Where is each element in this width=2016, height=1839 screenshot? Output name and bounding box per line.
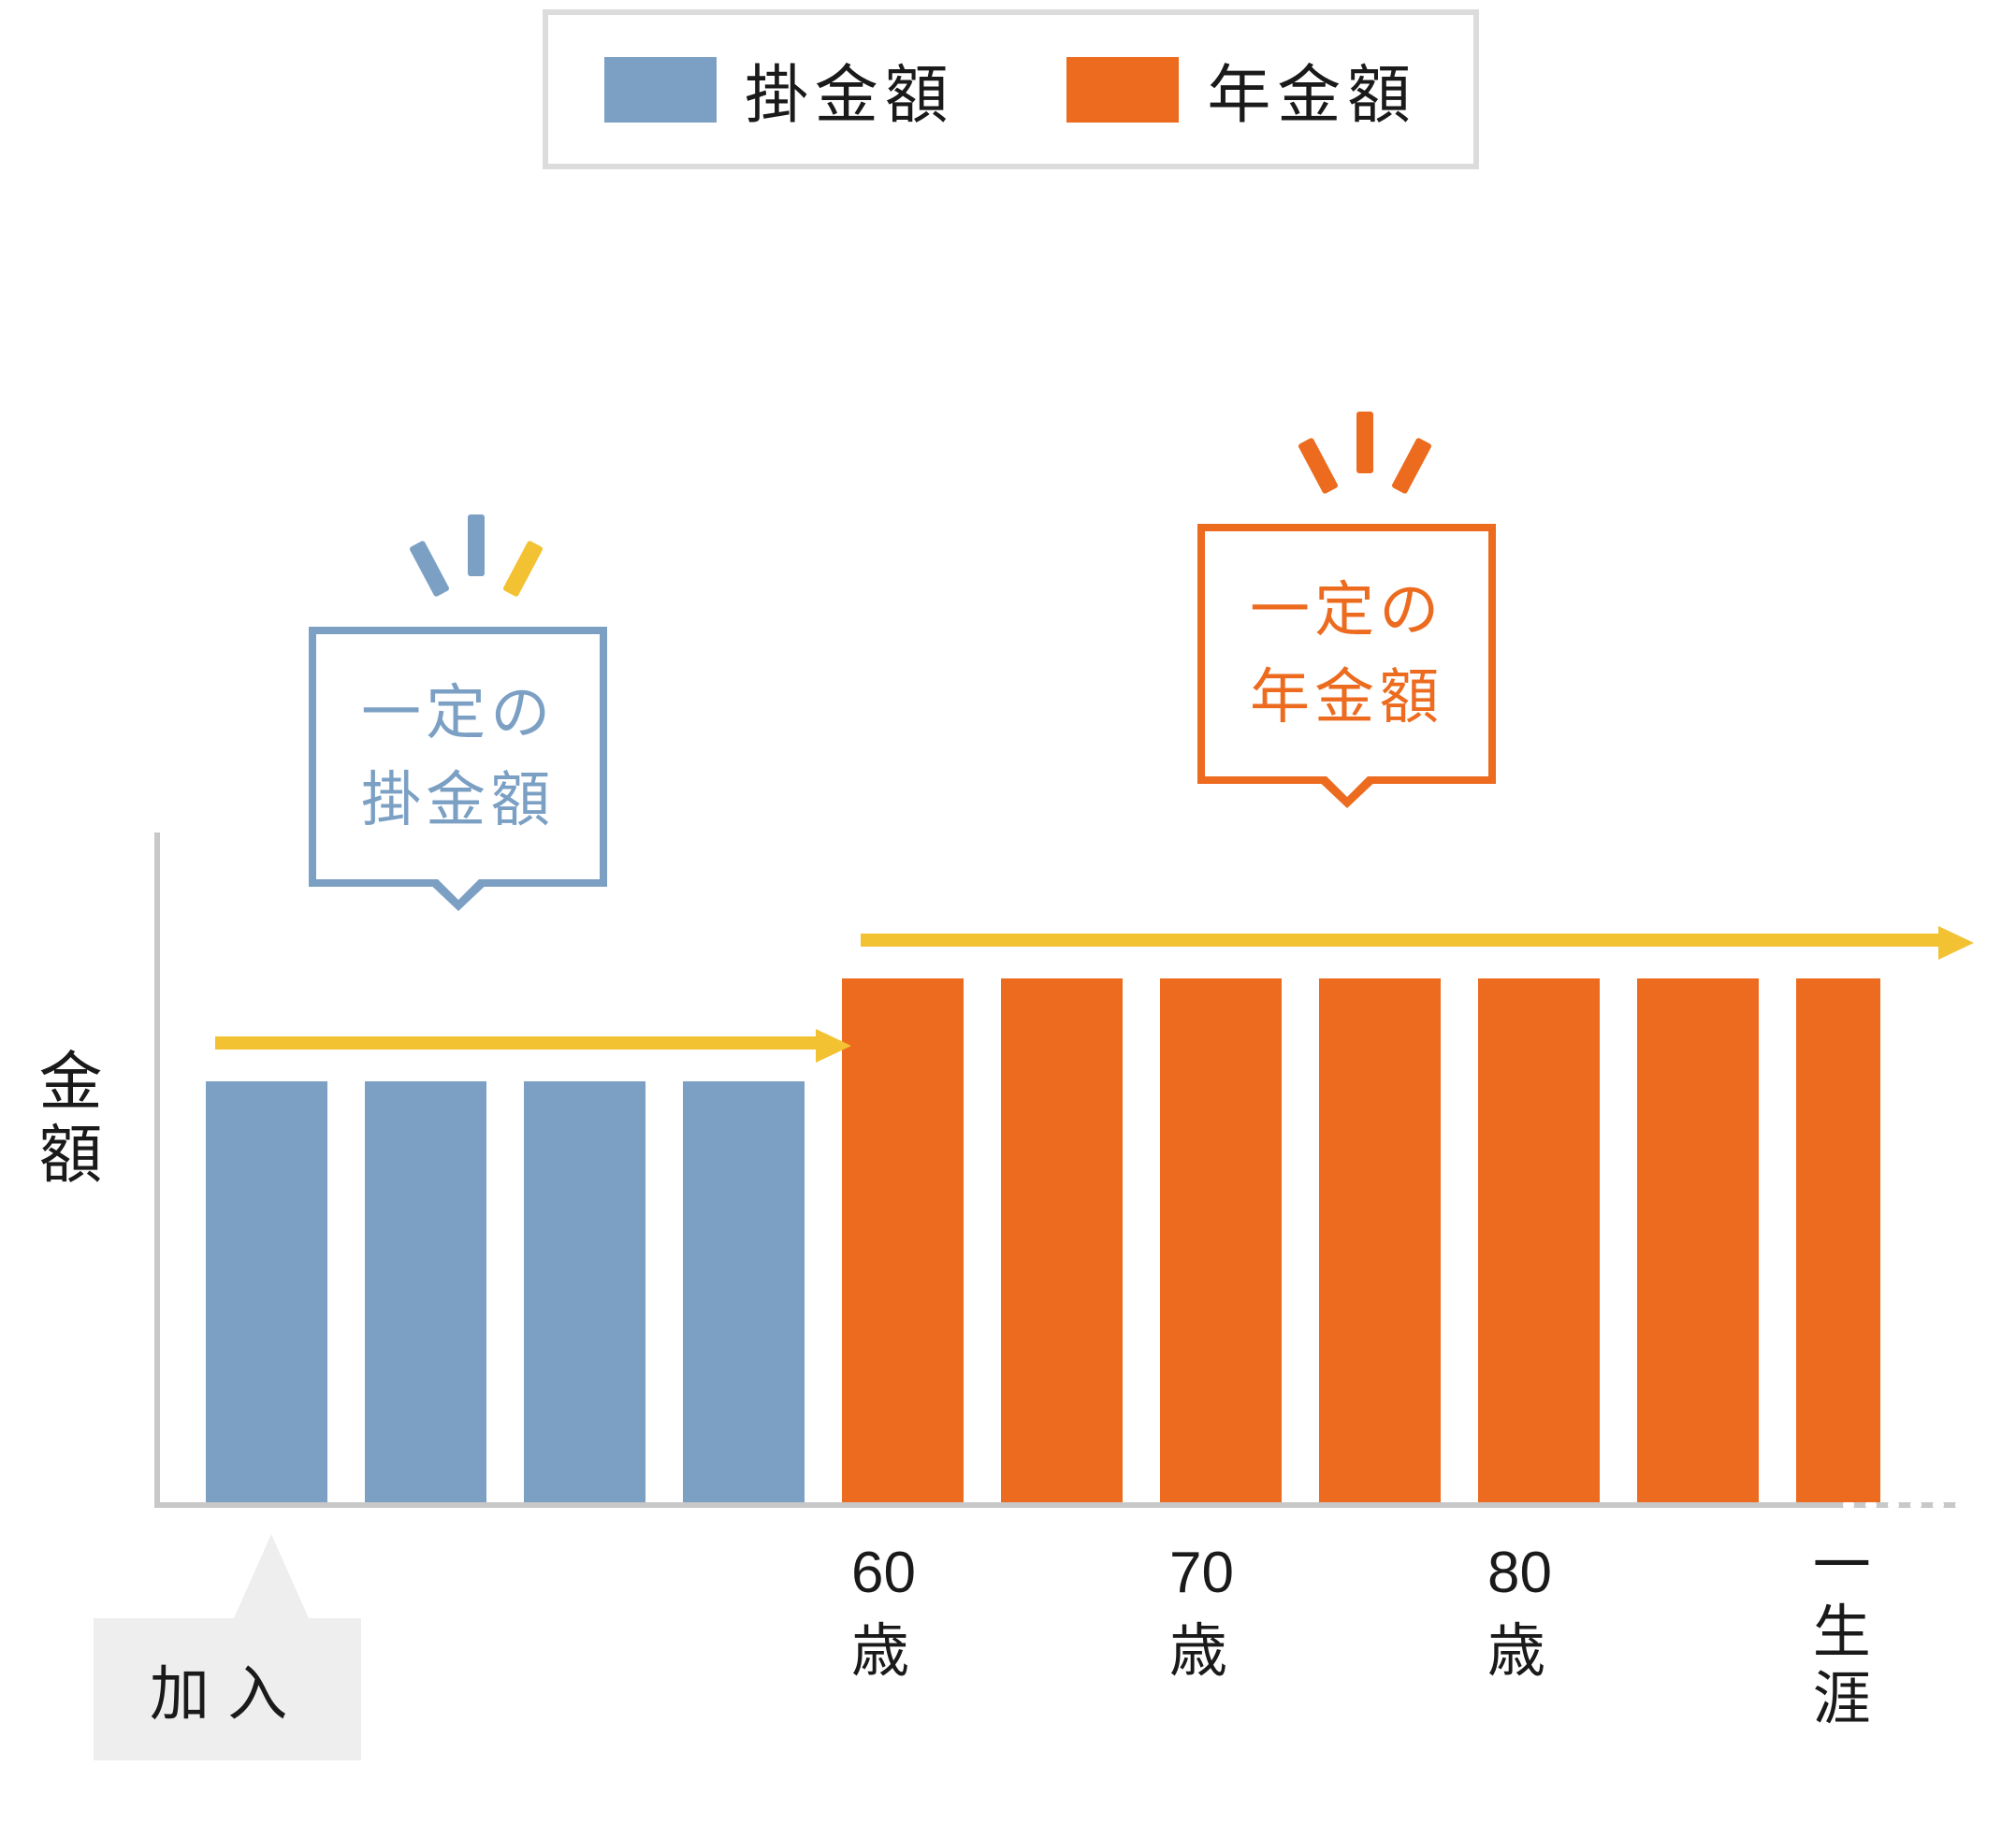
bar bbox=[206, 1081, 327, 1502]
legend-label-contribution: 掛金額 bbox=[745, 43, 954, 136]
legend-swatch-blue bbox=[604, 57, 717, 123]
bar bbox=[842, 978, 964, 1502]
bar bbox=[1160, 978, 1282, 1502]
x-tick: 70歳 bbox=[1169, 1534, 1234, 1690]
arrow-shaft bbox=[215, 1036, 818, 1050]
bar bbox=[683, 1081, 805, 1502]
legend-item-pension: 年金額 bbox=[1066, 43, 1416, 136]
x-tick: 60歳 bbox=[851, 1534, 916, 1690]
callout-pointer-inner bbox=[432, 874, 485, 900]
x-tick-lifetime: 一生涯 bbox=[1796, 1534, 1875, 1734]
callout-text: 一定の 年金額 bbox=[1250, 567, 1443, 741]
arrow-pension bbox=[861, 926, 1974, 952]
bar bbox=[1478, 978, 1600, 1502]
legend: 掛金額 年金額 bbox=[543, 9, 1479, 169]
bar bbox=[1637, 978, 1759, 1502]
y-axis bbox=[154, 833, 160, 1506]
bar bbox=[524, 1081, 645, 1502]
y-axis-label: 金額 bbox=[19, 1048, 111, 1194]
legend-label-pension: 年金額 bbox=[1207, 43, 1416, 136]
x-tick: 80歳 bbox=[1487, 1534, 1552, 1690]
callout-text: 一定の 掛金額 bbox=[361, 670, 555, 844]
arrow-head-icon bbox=[816, 1029, 851, 1063]
callout-pointer-inner bbox=[1321, 771, 1373, 797]
sparkle-icon-blue bbox=[421, 514, 533, 599]
entry-callout: 加入 bbox=[94, 1618, 361, 1760]
arrow-head-icon bbox=[1938, 926, 1974, 960]
entry-pointer-icon bbox=[234, 1534, 309, 1618]
x-axis bbox=[154, 1502, 1960, 1508]
bar bbox=[365, 1081, 486, 1502]
arrow-contribution bbox=[215, 1029, 851, 1055]
sparkle-icon-orange bbox=[1310, 412, 1422, 496]
bar-partial bbox=[1796, 978, 1880, 1502]
callout-contribution: 一定の 掛金額 bbox=[309, 627, 607, 887]
bar bbox=[1001, 978, 1123, 1502]
bar bbox=[1319, 978, 1441, 1502]
legend-swatch-orange bbox=[1066, 57, 1179, 123]
arrow-shaft bbox=[861, 934, 1940, 947]
legend-item-contribution: 掛金額 bbox=[604, 43, 954, 136]
pension-chart: 掛金額 年金額 金額 一定の 掛金額 一定の bbox=[0, 0, 2016, 1839]
callout-pension: 一定の 年金額 bbox=[1197, 524, 1496, 784]
